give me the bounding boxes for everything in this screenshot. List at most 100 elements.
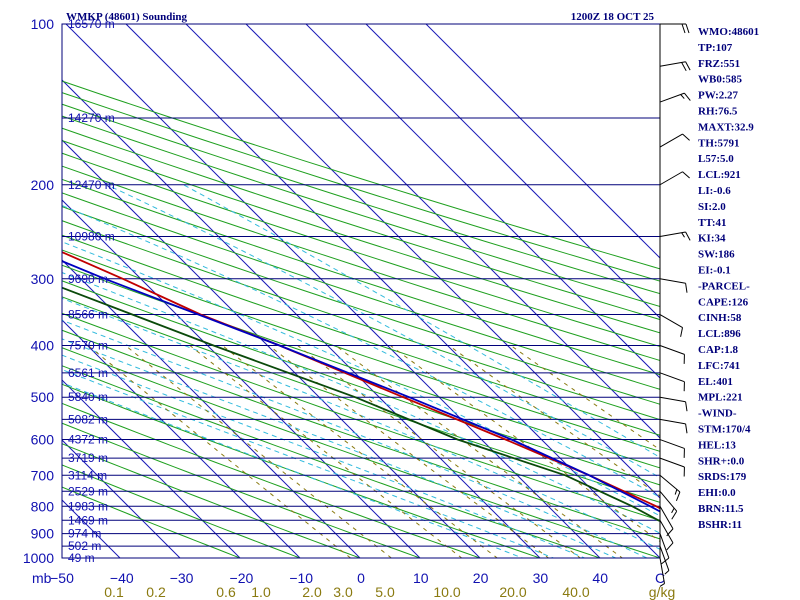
dry-adiabat-line (62, 365, 602, 558)
index-value: -WIND- (698, 408, 737, 420)
index-value: SRDS:179 (698, 471, 747, 483)
wind-barb-flag (685, 423, 688, 434)
wind-barb (660, 23, 690, 34)
pressure-tick-label: 700 (31, 467, 55, 483)
sounding-time: 1200Z 18 OCT 25 (571, 11, 655, 23)
dry-adiabat-line (62, 329, 660, 540)
wind-barb-flag (684, 92, 691, 101)
index-value: SHR+:0.0 (698, 455, 745, 467)
index-value: CAP:1.8 (698, 344, 739, 356)
index-value: BSHR:11 (698, 519, 742, 531)
dry-adiabat-line (62, 383, 542, 558)
dry-adiabat-line (62, 464, 302, 558)
isotherm-line (425, 24, 660, 259)
height-label: 4372 m (68, 433, 108, 447)
isotherm-line (245, 24, 660, 439)
wind-barb-flag (685, 231, 691, 241)
wind-barb-staff (659, 314, 683, 328)
index-value: STM:170/4 (698, 424, 751, 436)
dry-adiabat-line (62, 264, 660, 469)
temperature-tick-label: −10 (289, 570, 313, 586)
dry-adiabat-line (62, 178, 660, 376)
wind-barb-flag (682, 171, 690, 179)
dry-adiabat-line (62, 192, 660, 390)
height-label: 3719 m (68, 451, 108, 465)
wind-barb (659, 545, 670, 575)
height-label: 974 m (68, 527, 101, 541)
wind-barb (659, 396, 688, 412)
index-value: LFC:741 (698, 360, 740, 372)
wind-barb (659, 372, 685, 392)
pressure-tick-label: 1000 (23, 550, 54, 566)
wind-barb-staff (659, 278, 686, 284)
dry-adiabat-line (62, 206, 660, 405)
isotherm-line (62, 79, 541, 558)
wind-barb-staff (659, 474, 681, 493)
wind-barb-staff (659, 490, 678, 512)
wind-barb-flag (675, 491, 681, 502)
wind-barb (659, 345, 685, 364)
temperature-tick-label: −20 (230, 570, 254, 586)
isotherm-line (62, 319, 301, 558)
temperature-tick-label: 20 (473, 570, 489, 586)
isotherm-line (365, 24, 660, 319)
mixing-ratio-line (125, 345, 393, 558)
wind-barb-staff (659, 171, 683, 186)
mixing-ratio-tick-label: g/kg (649, 584, 675, 600)
moist-adiabat-line (62, 382, 524, 558)
height-label: 9690 m (68, 272, 108, 286)
height-label: 6561 m (68, 366, 108, 380)
wind-barb (659, 557, 666, 587)
mixing-ratio-line (189, 345, 463, 558)
moist-adiabat-line (62, 204, 660, 498)
dry-adiabat-line (62, 80, 660, 270)
temperature-tick-label: −40 (110, 570, 134, 586)
dry-adiabat-line (62, 127, 660, 321)
dry-adiabat-line (62, 165, 660, 362)
wind-barb (659, 231, 691, 241)
temperature-tick-label: −50 (50, 570, 74, 586)
index-value: EL:401 (698, 376, 733, 388)
index-value: LCL:896 (698, 328, 741, 340)
index-value: -PARCEL- (698, 280, 750, 292)
index-value: WB0:585 (698, 74, 743, 86)
dry-adiabat-line (62, 296, 660, 503)
dry-adiabat-line (62, 92, 660, 282)
y-axis-label: mb (32, 570, 52, 586)
moist-adiabat-line (183, 184, 660, 458)
mixing-ratio-line (390, 345, 660, 543)
chart-title: WMKP (48601) Sounding (66, 11, 188, 23)
wind-barb (659, 490, 678, 520)
mixing-ratio-line (448, 345, 660, 497)
mixing-ratio-line (87, 345, 352, 558)
wind-barb-flag (685, 23, 690, 34)
index-value: CINH:58 (698, 312, 742, 324)
dry-adiabat-line (62, 422, 422, 558)
wind-barb-staff (659, 439, 685, 449)
pressure-tick-label: 400 (31, 338, 55, 354)
wind-barb-staff (659, 372, 685, 383)
index-value: CAPE:126 (698, 296, 749, 308)
height-label: 502 m (68, 539, 101, 553)
wind-barb-staff (659, 231, 686, 237)
mixing-ratio-tick-label: 2.0 (302, 584, 322, 600)
dry-adiabat-line (62, 220, 660, 421)
index-value: FRZ:551 (698, 58, 740, 70)
temperature-tick-label: 10 (413, 570, 429, 586)
mixing-ratio-tick-label: 10.0 (433, 584, 460, 600)
dry-adiabat-line (62, 402, 482, 558)
dry-adiabat-line (62, 486, 242, 558)
pressure-tick-label: 500 (31, 389, 55, 405)
wind-barb-half-flag (680, 94, 685, 99)
wind-barb (659, 439, 685, 458)
pressure-tick-label: 100 (31, 16, 55, 32)
index-value: KI:34 (698, 233, 726, 245)
height-label: 49 m (68, 551, 95, 565)
wind-barb-staff (659, 61, 686, 67)
parcel-profile-line (62, 260, 660, 513)
pressure-tick-label: 200 (31, 177, 55, 193)
height-label: 8566 m (68, 308, 108, 322)
isotherm-line (65, 24, 601, 558)
dry-adiabat-line (62, 443, 362, 558)
wind-barb-staff (659, 545, 670, 571)
